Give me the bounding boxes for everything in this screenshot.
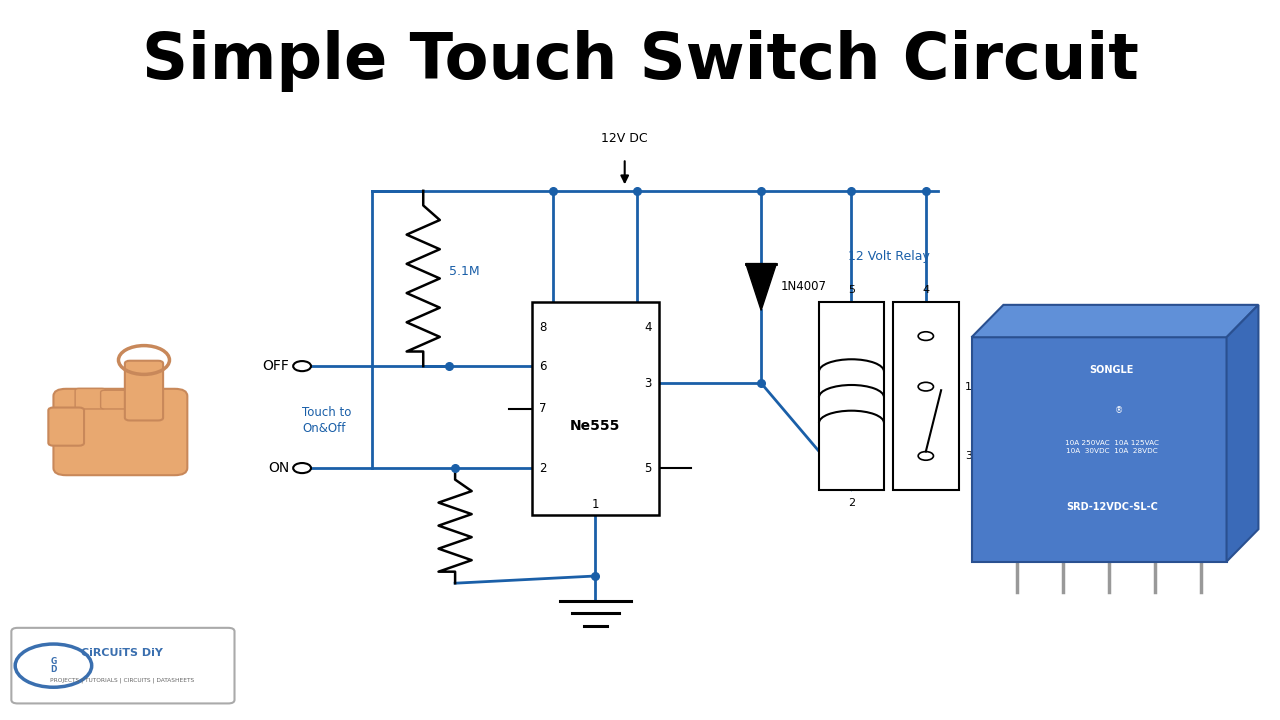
Text: Simple Touch Switch Circuit: Simple Touch Switch Circuit (142, 30, 1138, 92)
Text: 2: 2 (847, 498, 855, 508)
Text: OFF: OFF (262, 359, 289, 373)
FancyBboxPatch shape (49, 408, 84, 446)
Text: 5.1M: 5.1M (449, 265, 479, 278)
FancyBboxPatch shape (101, 390, 132, 409)
Text: 3: 3 (644, 377, 652, 390)
Text: SONGLE: SONGLE (1089, 365, 1134, 375)
Bar (893, 302, 959, 490)
Text: 4: 4 (923, 285, 929, 295)
FancyBboxPatch shape (972, 337, 1226, 562)
Text: PROJECTS | TUTORIALS | CIRCUITS | DATASHEETS: PROJECTS | TUTORIALS | CIRCUITS | DATASH… (50, 678, 195, 683)
Text: 8: 8 (539, 321, 547, 334)
Text: CiRCUiTS DiY: CiRCUiTS DiY (82, 648, 164, 658)
Bar (818, 302, 884, 490)
Text: SRD-12VDC-SL-C: SRD-12VDC-SL-C (1066, 502, 1157, 512)
Text: ®: ® (1115, 407, 1124, 415)
FancyBboxPatch shape (76, 389, 106, 409)
Text: 5: 5 (644, 462, 652, 474)
Text: 12 Volt Relay: 12 Volt Relay (847, 250, 929, 263)
Text: 5: 5 (847, 285, 855, 295)
FancyBboxPatch shape (125, 361, 163, 420)
Text: 10A 250VAC  10A 125VAC
10A  30VDC  10A  28VDC: 10A 250VAC 10A 125VAC 10A 30VDC 10A 28VD… (1065, 440, 1158, 454)
FancyBboxPatch shape (54, 389, 187, 475)
Polygon shape (1226, 305, 1258, 562)
Text: Touch to
On&Off: Touch to On&Off (302, 405, 352, 435)
Text: 1: 1 (965, 382, 972, 392)
Polygon shape (972, 305, 1258, 337)
Text: 7: 7 (539, 402, 547, 415)
Text: 1: 1 (591, 498, 599, 511)
Text: Ne555: Ne555 (570, 418, 621, 433)
FancyBboxPatch shape (12, 628, 234, 703)
Text: 1N4007: 1N4007 (781, 281, 827, 294)
Text: 4: 4 (644, 321, 652, 334)
Text: 12V DC: 12V DC (602, 132, 648, 145)
Polygon shape (746, 264, 777, 310)
Text: 6: 6 (539, 359, 547, 373)
Text: ON: ON (268, 461, 289, 475)
Text: 2: 2 (539, 462, 547, 474)
FancyBboxPatch shape (127, 392, 156, 409)
Text: G
D: G D (50, 657, 56, 675)
Bar (531, 302, 659, 515)
Text: 3: 3 (965, 451, 972, 461)
